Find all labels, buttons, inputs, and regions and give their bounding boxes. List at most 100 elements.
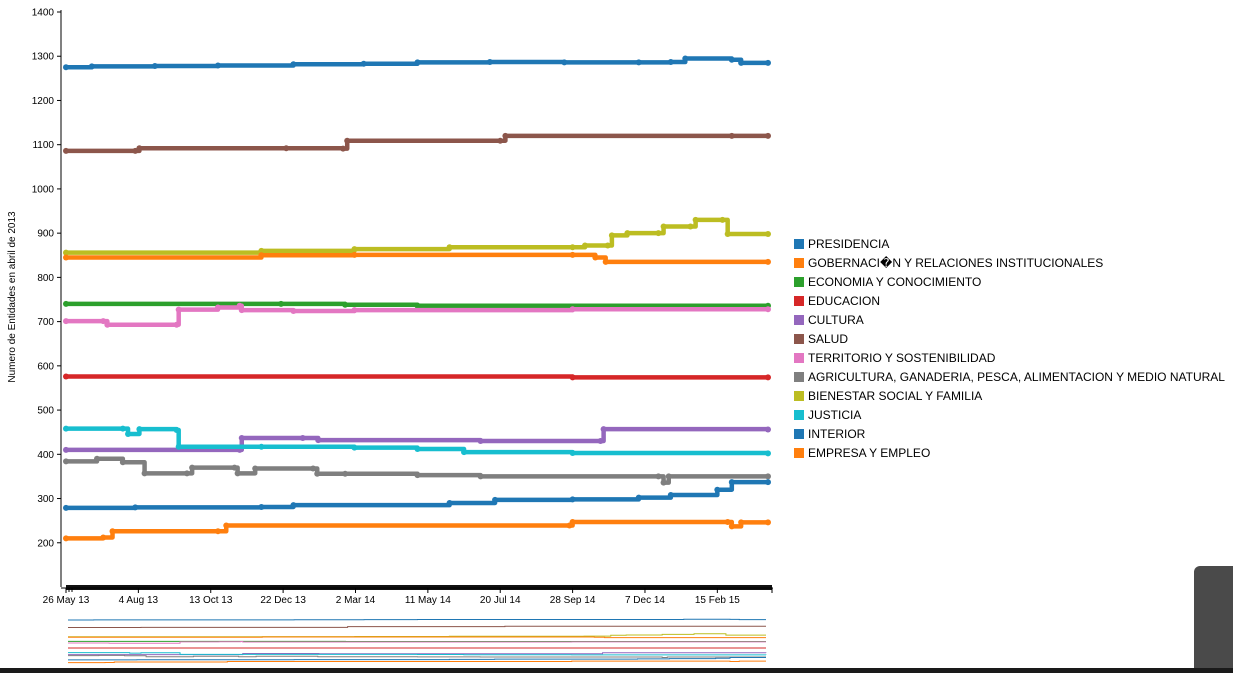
data-point[interactable] — [258, 443, 265, 450]
data-point[interactable] — [486, 58, 493, 65]
legend-item[interactable]: JUSTICIA — [794, 408, 861, 422]
data-point[interactable] — [635, 494, 642, 501]
data-point[interactable] — [765, 231, 771, 238]
data-point[interactable] — [624, 230, 631, 237]
data-point[interactable] — [569, 374, 576, 381]
data-point[interactable] — [234, 470, 241, 477]
data-point[interactable] — [682, 55, 689, 62]
data-point[interactable] — [660, 479, 667, 486]
data-point[interactable] — [136, 145, 143, 152]
data-point[interactable] — [63, 64, 69, 71]
data-point[interactable] — [290, 308, 297, 314]
data-point[interactable] — [667, 492, 674, 498]
legend-item[interactable]: PRESIDENCIA — [794, 237, 889, 251]
legend-item[interactable]: BIENESTAR SOCIAL Y FAMILIA — [794, 389, 982, 403]
data-point[interactable] — [667, 58, 674, 65]
data-point[interactable] — [223, 522, 230, 529]
data-point[interactable] — [765, 519, 771, 526]
legend-item[interactable]: CULTURA — [794, 313, 864, 327]
series-line[interactable] — [63, 133, 771, 154]
data-point[interactable] — [738, 59, 745, 66]
data-point[interactable] — [446, 499, 453, 506]
data-point[interactable] — [765, 59, 771, 66]
data-point[interactable] — [765, 374, 771, 381]
data-point[interactable] — [692, 216, 699, 223]
data-point[interactable] — [728, 56, 735, 63]
data-point[interactable] — [765, 258, 771, 265]
data-point[interactable] — [136, 426, 143, 433]
data-point[interactable] — [738, 519, 745, 526]
data-point[interactable] — [183, 470, 190, 477]
data-point[interactable] — [342, 301, 349, 308]
data-point[interactable] — [173, 321, 180, 328]
legend-item[interactable]: AGRICULTURA, GANADERIA, PESCA, ALIMENTAC… — [794, 370, 1225, 384]
data-point[interactable] — [151, 62, 158, 69]
data-point[interactable] — [63, 300, 69, 307]
data-point[interactable] — [765, 132, 771, 139]
data-point[interactable] — [342, 470, 349, 477]
data-point[interactable] — [592, 254, 599, 261]
data-point[interactable] — [63, 458, 69, 465]
data-point[interactable] — [414, 302, 421, 309]
data-point[interactable] — [238, 434, 245, 441]
data-point[interactable] — [597, 438, 604, 445]
data-point[interactable] — [258, 252, 265, 259]
data-point[interactable] — [561, 59, 568, 66]
data-point[interactable] — [63, 249, 69, 256]
data-point[interactable] — [351, 307, 358, 314]
data-point[interactable] — [100, 318, 107, 325]
data-point[interactable] — [290, 61, 297, 68]
data-point[interactable] — [569, 496, 576, 503]
data-point[interactable] — [283, 145, 290, 152]
data-point[interactable] — [119, 425, 126, 432]
data-point[interactable] — [714, 486, 721, 493]
data-point[interactable] — [728, 479, 735, 486]
data-point[interactable] — [569, 449, 576, 456]
data-point[interactable] — [728, 132, 735, 139]
data-point[interactable] — [100, 534, 107, 541]
data-point[interactable] — [63, 254, 69, 261]
series-line[interactable] — [63, 252, 771, 265]
data-point[interactable] — [310, 465, 317, 472]
data-point[interactable] — [63, 373, 69, 380]
data-point[interactable] — [497, 137, 504, 144]
data-point[interactable] — [687, 223, 694, 230]
data-point[interactable] — [94, 455, 101, 462]
data-point[interactable] — [502, 132, 509, 139]
legend-item[interactable]: EDUCACION — [794, 294, 880, 308]
data-point[interactable] — [104, 321, 111, 328]
data-point[interactable] — [63, 446, 69, 453]
data-point[interactable] — [446, 244, 453, 251]
data-point[interactable] — [119, 459, 126, 466]
data-point[interactable] — [765, 426, 771, 433]
data-point[interactable] — [569, 518, 576, 525]
data-point[interactable] — [290, 502, 297, 509]
data-point[interactable] — [175, 306, 182, 313]
floating-widget[interactable] — [1194, 566, 1233, 673]
data-point[interactable] — [461, 449, 468, 456]
data-point[interactable] — [414, 472, 421, 479]
data-point[interactable] — [258, 503, 265, 510]
data-point[interactable] — [109, 528, 116, 535]
data-point[interactable] — [582, 242, 589, 249]
data-point[interactable] — [173, 426, 180, 433]
data-point[interactable] — [278, 300, 285, 307]
data-point[interactable] — [252, 465, 259, 472]
data-point[interactable] — [655, 230, 662, 237]
data-point[interactable] — [492, 496, 499, 503]
data-point[interactable] — [635, 59, 642, 66]
data-point[interactable] — [728, 523, 735, 530]
data-point[interactable] — [125, 430, 132, 437]
data-point[interactable] — [414, 446, 421, 452]
data-point[interactable] — [351, 251, 358, 258]
data-point[interactable] — [351, 444, 358, 451]
data-point[interactable] — [569, 251, 576, 258]
data-point[interactable] — [231, 464, 238, 471]
data-point[interactable] — [63, 318, 69, 325]
series-line[interactable] — [63, 456, 771, 485]
data-point[interactable] — [175, 443, 182, 450]
legend-item[interactable]: ECONOMIA Y CONOCIMIENTO — [794, 275, 981, 289]
data-point[interactable] — [765, 479, 771, 486]
data-point[interactable] — [351, 246, 358, 253]
data-point[interactable] — [719, 216, 726, 223]
